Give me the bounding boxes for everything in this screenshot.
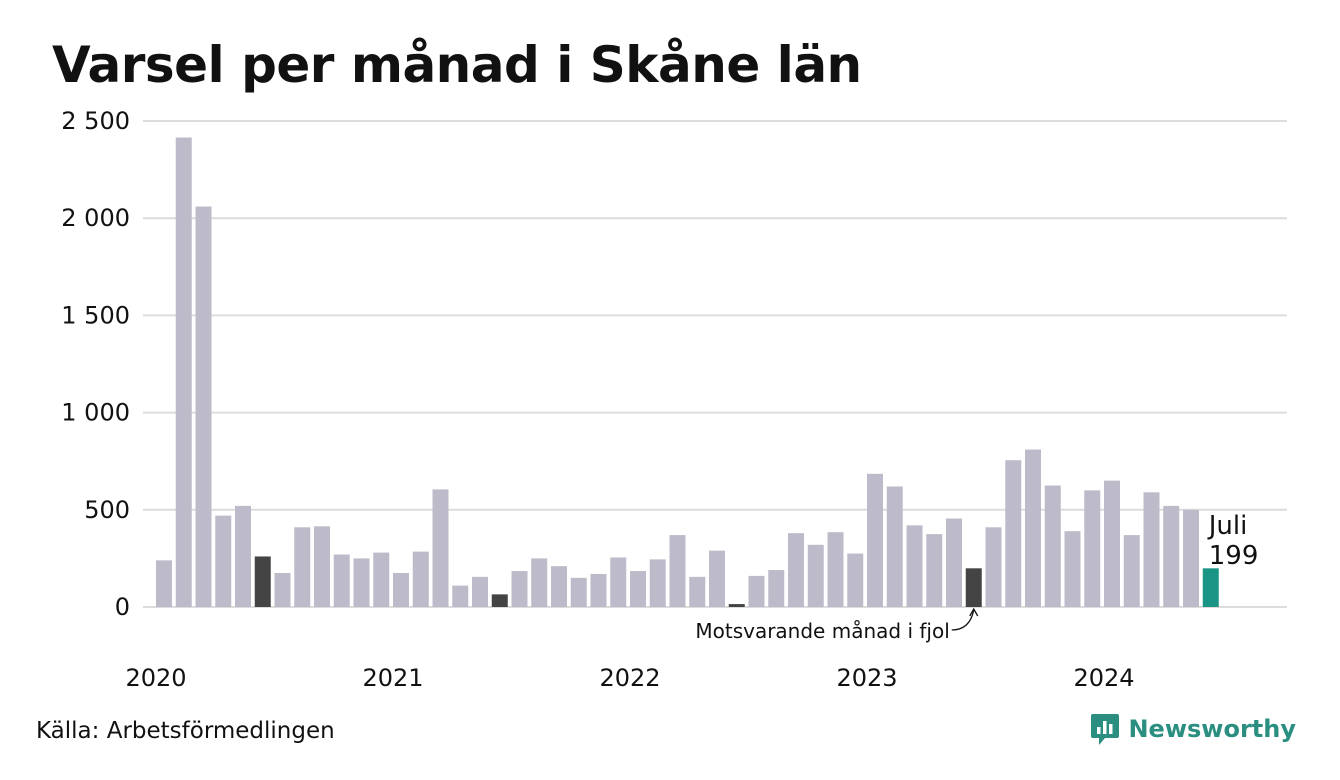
bar — [491, 594, 508, 607]
bar — [531, 558, 548, 607]
bar — [452, 585, 469, 607]
bar — [788, 533, 804, 607]
bar — [669, 535, 686, 607]
bar — [333, 554, 350, 607]
bar — [551, 566, 567, 607]
newsworthy-logo[interactable]: Newsworthy — [1090, 712, 1296, 746]
y-axis-ticks: 0 500 1 000 1 500 2 000 2 500 — [61, 107, 130, 621]
bar — [985, 527, 1002, 607]
x-tick-label: 2024 — [1073, 664, 1134, 692]
bar — [926, 534, 943, 607]
y-tick-label: 1 000 — [61, 399, 130, 427]
bar — [1025, 449, 1041, 607]
bar — [1123, 535, 1140, 607]
bar — [590, 573, 607, 607]
bar — [1183, 509, 1199, 607]
bar — [1005, 460, 1022, 607]
chart-title: Varsel per månad i Skåne län — [52, 36, 862, 94]
x-tick-label: 2021 — [362, 664, 423, 692]
bar — [412, 551, 429, 607]
bar — [649, 559, 666, 607]
bar — [175, 137, 192, 608]
source-label: Källa: Arbetsförmedlingen — [36, 718, 335, 744]
x-tick-label: 2022 — [599, 664, 660, 692]
current-month-label: Juli — [1207, 511, 1248, 541]
bar — [1064, 531, 1081, 607]
bar — [432, 489, 449, 607]
bar — [373, 552, 390, 607]
bar — [709, 550, 725, 607]
x-tick-label: 2020 — [125, 664, 186, 692]
bar — [748, 575, 765, 607]
bar — [1084, 490, 1101, 607]
bar — [274, 572, 291, 607]
bar — [472, 576, 488, 607]
last-year-label: Motsvarande månad i fjol — [695, 619, 949, 643]
bar — [728, 604, 745, 607]
bar — [1143, 492, 1160, 607]
bar — [314, 526, 330, 607]
bar — [353, 558, 370, 607]
bar — [965, 568, 982, 607]
y-tick-label: 0 — [115, 593, 130, 621]
y-tick-label: 500 — [84, 496, 130, 524]
bars — [156, 137, 1219, 608]
newsworthy-logo-icon — [1091, 714, 1120, 745]
bar — [768, 570, 785, 607]
bar — [807, 544, 824, 607]
bar — [215, 515, 232, 607]
bar — [393, 572, 409, 607]
bar — [294, 527, 311, 607]
current-value-label: 199 — [1209, 541, 1259, 571]
bar — [254, 556, 271, 607]
bar — [827, 532, 844, 607]
bar — [906, 525, 923, 607]
bar — [946, 518, 962, 607]
bar — [1104, 480, 1120, 607]
bar — [847, 553, 864, 607]
bar — [886, 486, 903, 607]
last-year-pointer — [951, 609, 975, 631]
bar — [511, 571, 528, 607]
bar — [689, 576, 706, 607]
y-tick-label: 2 500 — [61, 107, 130, 135]
bar — [867, 473, 883, 607]
bar — [610, 557, 627, 607]
bar — [570, 577, 587, 607]
grid-lines — [143, 120, 1287, 608]
bar — [195, 206, 212, 607]
bar — [630, 571, 646, 607]
y-tick-label: 2 000 — [61, 204, 130, 232]
bar — [1044, 485, 1061, 607]
bar — [235, 505, 251, 607]
x-tick-label: 2023 — [836, 664, 897, 692]
bar — [1163, 505, 1180, 607]
newsworthy-logo-text: Newsworthy — [1128, 715, 1296, 743]
bar — [1202, 568, 1219, 607]
y-tick-label: 1 500 — [61, 301, 130, 329]
bar — [156, 560, 172, 607]
last-year-arrowhead — [969, 607, 979, 617]
x-axis-ticks: 2020 2021 2022 2023 2024 — [125, 664, 1134, 692]
